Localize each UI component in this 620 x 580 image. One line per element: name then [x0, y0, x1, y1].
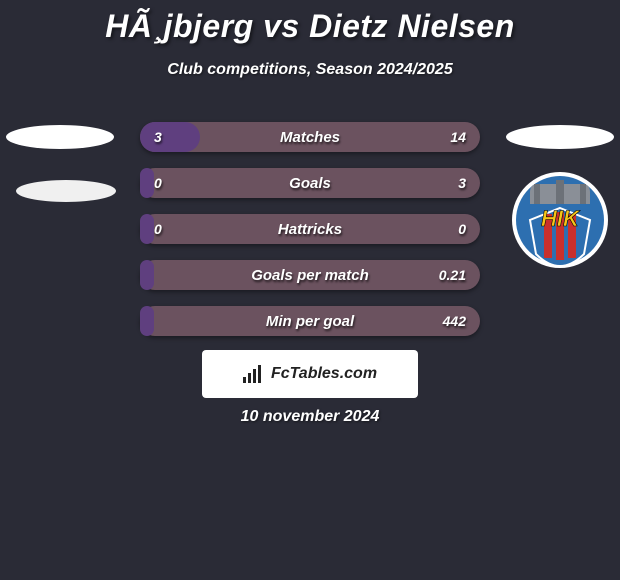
stat-row: 0 Hattricks 0 [140, 214, 480, 244]
stat-row: 3 Matches 14 [140, 122, 480, 152]
stat-fill [140, 122, 200, 152]
stat-label: Matches [280, 129, 340, 146]
stat-label: Hattricks [278, 221, 342, 238]
player-left-avatar-2 [16, 180, 116, 202]
stat-left-value: 3 [154, 129, 162, 145]
stat-row: Min per goal 442 [140, 306, 480, 336]
stat-row: Goals per match 0.21 [140, 260, 480, 290]
stat-left-value: 0 [154, 221, 162, 237]
stat-label: Goals per match [251, 267, 369, 284]
stat-label: Goals [289, 175, 331, 192]
stat-bars: 3 Matches 14 0 Goals 3 0 Hattricks 0 Goals per ma… [140, 122, 480, 352]
source-logo-text: FcTables.com [271, 365, 377, 383]
player-right-avatar-1 [506, 125, 614, 149]
player-left-avatar-1 [6, 125, 114, 149]
stat-right-value: 14 [450, 129, 466, 145]
stat-right-value: 442 [443, 313, 466, 329]
stat-fill [140, 168, 154, 198]
stat-fill [140, 214, 154, 244]
page-title: HÃ¸jbjerg vs Dietz Nielsen [0, 0, 620, 45]
stat-right-value: 0.21 [439, 267, 466, 283]
date-line: 10 november 2024 [0, 408, 620, 426]
stat-fill [140, 306, 154, 336]
stat-fill [140, 260, 154, 290]
bars-icon [243, 365, 265, 383]
page-subtitle: Club competitions, Season 2024/2025 [0, 61, 620, 79]
comparison-infographic: HÃ¸jbjerg vs Dietz Nielsen Club competit… [0, 0, 620, 580]
stat-left-value: 0 [154, 175, 162, 191]
svg-text:HIK: HIK [541, 206, 581, 231]
stat-label: Min per goal [266, 313, 354, 330]
stat-right-value: 0 [458, 221, 466, 237]
stat-right-value: 3 [458, 175, 466, 191]
stat-row: 0 Goals 3 [140, 168, 480, 198]
club-badge: HIK [510, 170, 610, 270]
source-logo-box: FcTables.com [202, 350, 418, 398]
